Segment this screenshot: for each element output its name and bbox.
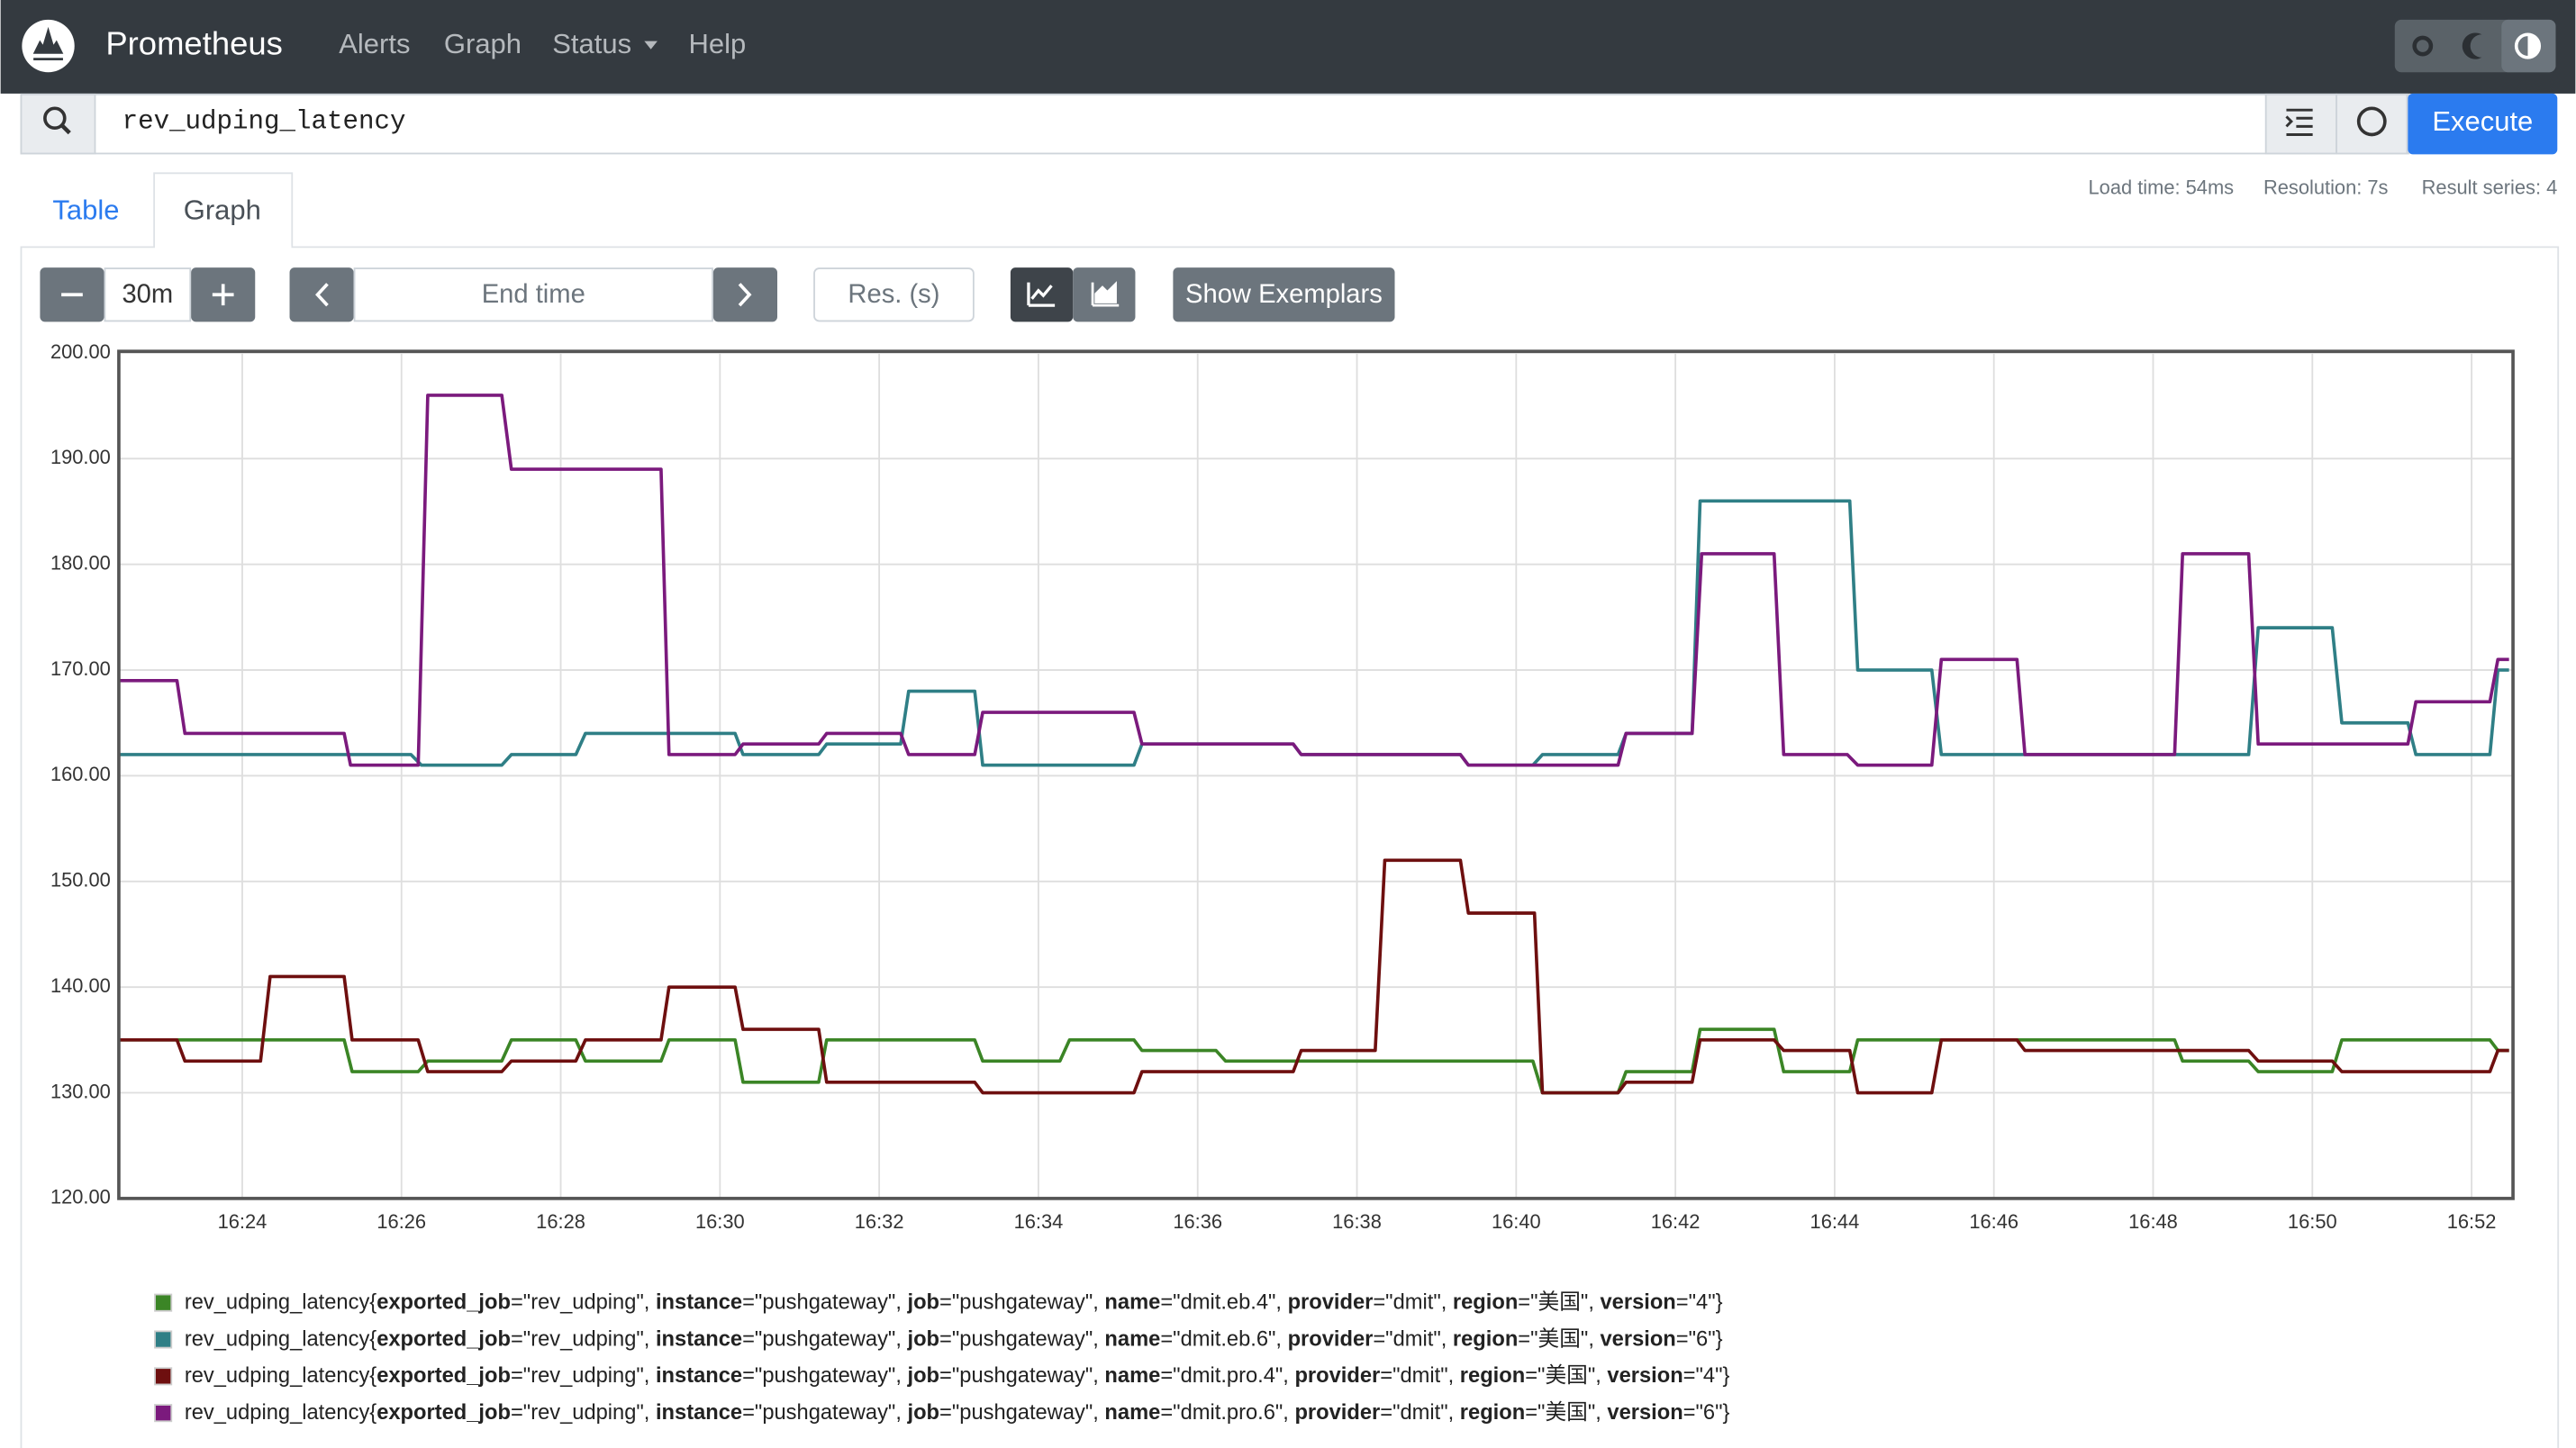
legend-entry: rev_udping_latency{exported_job="rev_udp… (185, 1327, 1723, 1352)
navbar (0, 0, 2576, 94)
end-time-placeholder[interactable]: End time (482, 280, 585, 309)
x-tick-label: 16:24 (218, 1210, 268, 1233)
y-tick-label: 160.00 (50, 763, 111, 785)
nav-link[interactable]: Status (552, 28, 631, 59)
x-tick-label: 16:48 (2128, 1210, 2178, 1233)
search-icon-handle (59, 122, 71, 135)
sun-icon[interactable] (2412, 35, 2434, 57)
moon-icon[interactable] (2462, 32, 2482, 59)
area-icon (1091, 281, 1120, 307)
search-icon (43, 106, 67, 131)
search-addon (20, 93, 96, 155)
tab-active[interactable]: Graph (184, 194, 261, 225)
line-icon (1027, 282, 1056, 307)
prev-button[interactable] (289, 267, 354, 322)
y-tick-label: 130.00 (50, 1080, 111, 1102)
y-tick-label: 190.00 (50, 446, 111, 468)
x-tick-label: 16:36 (1173, 1210, 1222, 1233)
resolution-placeholder[interactable]: Res. (s) (848, 280, 939, 309)
y-tick-label: 170.00 (50, 657, 111, 680)
y-tick-label: 140.00 (50, 974, 111, 997)
next-button[interactable] (712, 267, 778, 322)
y-tick-label: 200.00 (50, 340, 111, 363)
y-tick-label: 150.00 (50, 869, 111, 891)
x-tick-label: 16:30 (695, 1210, 745, 1233)
execute-button[interactable] (2408, 93, 2558, 155)
x-tick-label: 16:26 (376, 1210, 426, 1233)
x-tick-label: 16:28 (536, 1210, 585, 1233)
series-line (118, 858, 2509, 1095)
exemplars-label[interactable]: Show Exemplars (1185, 280, 1383, 309)
globe-icon (2356, 106, 2387, 137)
contrast-half (2527, 34, 2540, 58)
graph: 120.00 130.00 140.00 150.00 160.00 170.00 180.… (50, 340, 2515, 1425)
brand[interactable]: Prometheus (105, 25, 283, 62)
legend-entry: rev_udping_latency{exported_job="rev_udp… (185, 1364, 1730, 1389)
exemplars-button[interactable] (1173, 267, 1395, 322)
x-tick-label: 16:32 (855, 1210, 904, 1233)
format-icon (2285, 108, 2313, 136)
y-tick-label: 120.00 (50, 1186, 111, 1208)
query-text[interactable]: rev_udping_latency (122, 107, 406, 137)
tab[interactable]: Table (52, 194, 119, 225)
x-tick-label: 16:40 (1492, 1210, 1541, 1233)
legend-swatch (154, 1330, 173, 1349)
x-tick-label: 16:34 (1014, 1210, 1064, 1233)
legend-swatch (154, 1367, 173, 1386)
range-input[interactable] (104, 267, 192, 322)
nav-link[interactable]: Graph (444, 28, 522, 59)
x-tick-label: 16:44 (1810, 1210, 1860, 1233)
legend-entry: rev_udping_latency{exported_job="rev_udp… (185, 1400, 1730, 1425)
series-line (118, 499, 2509, 767)
x-tick-label: 16:50 (2288, 1210, 2337, 1233)
stat: Resolution: 7s (2263, 176, 2389, 198)
prev-icon (315, 283, 329, 307)
legend-entry: rev_udping_latency{exported_job="rev_udp… (185, 1290, 1723, 1315)
caret (644, 41, 658, 50)
end-time-input[interactable] (353, 267, 713, 322)
x-tick-label: 16:38 (1332, 1210, 1382, 1233)
series-line (118, 1027, 2509, 1095)
next-icon (738, 283, 752, 307)
metrics-button[interactable] (2336, 93, 2408, 155)
series-line (118, 394, 2509, 767)
resolution-input[interactable] (813, 267, 975, 322)
x-tick-label: 16:46 (1969, 1210, 2018, 1233)
plot-frame (117, 349, 2515, 1200)
x-tick-label: 16:42 (1651, 1210, 1701, 1233)
x-tick-label: 16:52 (2447, 1210, 2497, 1233)
nav-link[interactable]: Help (689, 28, 747, 59)
legend-swatch (154, 1404, 173, 1423)
stat: Result series: 4 (2422, 176, 2558, 198)
nav-link[interactable]: Alerts (339, 28, 410, 59)
tab-panel (20, 172, 2560, 1448)
stat: Load time: 54ms (2089, 176, 2235, 198)
format-button[interactable] (2264, 93, 2337, 155)
range-text[interactable]: 30m (122, 280, 173, 309)
logo-flame (32, 26, 64, 60)
plus-icon (212, 284, 234, 306)
legend-swatch (154, 1293, 173, 1312)
execute-label[interactable]: Execute (2432, 105, 2533, 137)
y-tick-label: 180.00 (50, 551, 111, 574)
